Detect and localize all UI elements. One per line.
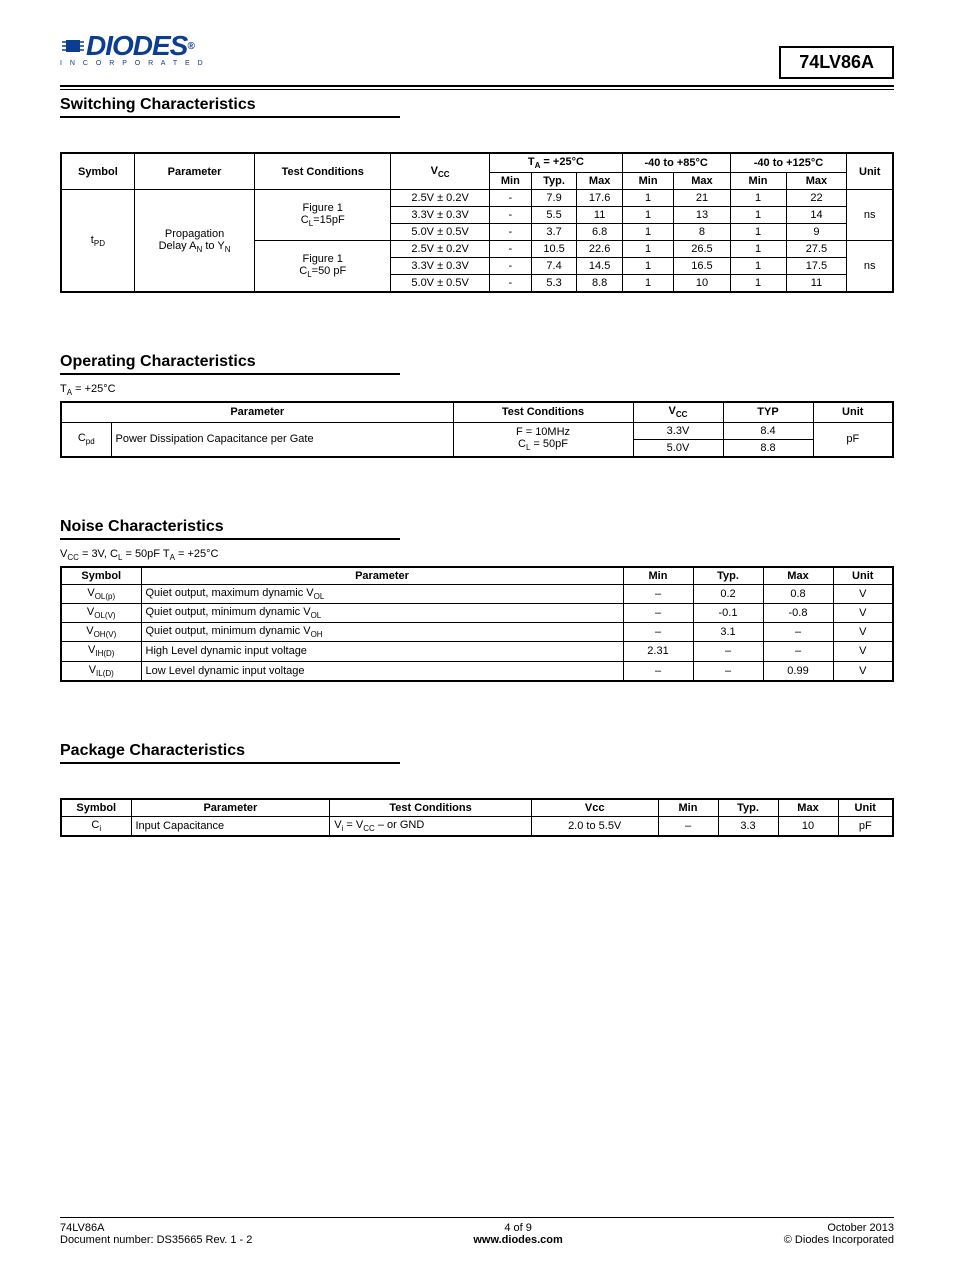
- noise-row: VOH(V) Quiet output, minimum dynamic VOH…: [61, 623, 893, 642]
- th-max: Max: [778, 799, 838, 817]
- noise-row: VOL(p) Quiet output, maximum dynamic VOL…: [61, 584, 893, 603]
- noise-row: VIH(D) High Level dynamic input voltage …: [61, 642, 893, 661]
- switching-table: Symbol Parameter Test Conditions VCC TA …: [60, 152, 894, 293]
- cell-symbol: Cpd: [61, 422, 111, 457]
- noise-title: Noise Characteristics: [60, 518, 894, 536]
- cell-unit: pF: [813, 422, 893, 457]
- th-vcc: VCC: [391, 153, 490, 190]
- noise-row: VIL(D) Low Level dynamic input voltage –…: [61, 661, 893, 681]
- th-max2: Max: [674, 173, 730, 190]
- th-symbol: Symbol: [61, 567, 141, 585]
- th-parameter: Parameter: [61, 402, 453, 422]
- footer-copy: © Diodes Incorporated: [784, 1234, 894, 1246]
- cell-unit: ns: [847, 241, 893, 293]
- th-vcc: VCC: [633, 402, 723, 422]
- footer-page: 4 of 9: [473, 1222, 562, 1234]
- cell-cond2: Figure 1 CL=50 pF: [255, 241, 391, 293]
- noise-table: Symbol Parameter Min Typ. Max Unit VOL(p…: [60, 566, 894, 682]
- footer-url: www.diodes.com: [473, 1234, 562, 1246]
- th-unit: Unit: [838, 799, 893, 817]
- noise-row: VOL(V) Quiet output, minimum dynamic VOL…: [61, 603, 893, 622]
- operating-title: Operating Characteristics: [60, 353, 894, 371]
- operating-subnote: TA = +25°C: [60, 383, 894, 397]
- th-min: Min: [490, 173, 532, 190]
- th-max: Max: [577, 173, 622, 190]
- package-row: Ci Input Capacitance Vi = VCC – or GND 2…: [61, 816, 893, 836]
- cell-cond: F = 10MHz CL = 50pF: [453, 422, 633, 457]
- th-max: Max: [763, 567, 833, 585]
- th-symbol: Symbol: [61, 153, 134, 190]
- page-header: DIODES® I N C O R P O R A T E D 74LV86A: [60, 30, 894, 79]
- th-test-cond: Test Conditions: [330, 799, 532, 817]
- operating-table: Parameter Test Conditions VCC TYP Unit C…: [60, 401, 894, 457]
- noise-underline: [60, 538, 400, 540]
- th-min3: Min: [730, 173, 786, 190]
- cell-parameter: Propagation Delay AN to YN: [134, 190, 254, 293]
- operating-underline: [60, 373, 400, 375]
- operating-row: Cpd Power Dissipation Capacitance per Ga…: [61, 422, 893, 439]
- cell-param: Power Dissipation Capacitance per Gate: [111, 422, 453, 457]
- logo-subtext: I N C O R P O R A T E D: [60, 60, 206, 67]
- cell-unit: ns: [847, 190, 893, 241]
- footer-date: October 2013: [784, 1222, 894, 1234]
- package-title: Package Characteristics: [60, 742, 894, 760]
- th-t125: -40 to +125°C: [730, 153, 847, 173]
- th-typ: Typ.: [693, 567, 763, 585]
- cell-symbol: tPD: [61, 190, 134, 293]
- logo-text: DIODES®: [60, 30, 206, 62]
- th-typ: TYP: [723, 402, 813, 422]
- th-vcc: Vcc: [531, 799, 658, 817]
- footer-right: October 2013 © Diodes Incorporated: [784, 1222, 894, 1246]
- th-test-cond: Test Conditions: [453, 402, 633, 422]
- logo: DIODES® I N C O R P O R A T E D: [60, 30, 206, 67]
- part-number: 74LV86A: [779, 46, 894, 79]
- th-typ: Typ.: [718, 799, 778, 817]
- package-underline: [60, 762, 400, 764]
- th-min: Min: [623, 567, 693, 585]
- chip-icon: [60, 34, 86, 58]
- th-ta25: TA = +25°C: [490, 153, 623, 173]
- switching-underline: [60, 116, 400, 118]
- th-test-cond: Test Conditions: [255, 153, 391, 190]
- th-unit: Unit: [847, 153, 893, 190]
- th-parameter: Parameter: [134, 153, 254, 190]
- footer-center: 4 of 9 www.diodes.com: [473, 1222, 562, 1246]
- th-symbol: Symbol: [61, 799, 131, 817]
- header-rule-thick: [60, 85, 894, 87]
- cell-cond1: Figure 1 CL=15pF: [255, 190, 391, 241]
- package-table: Symbol Parameter Test Conditions Vcc Min…: [60, 798, 894, 837]
- th-parameter: Parameter: [131, 799, 330, 817]
- th-unit: Unit: [833, 567, 893, 585]
- th-t85: -40 to +85°C: [622, 153, 730, 173]
- switching-title: Switching Characteristics: [60, 96, 894, 114]
- footer-doc: Document number: DS35665 Rev. 1 - 2: [60, 1234, 252, 1246]
- footer-left: 74LV86A Document number: DS35665 Rev. 1 …: [60, 1222, 252, 1246]
- th-typ: Typ.: [531, 173, 577, 190]
- th-min: Min: [658, 799, 718, 817]
- cell-vcc: 2.5V ± 0.2V: [391, 190, 490, 207]
- switching-row: tPD Propagation Delay AN to YN Figure 1 …: [61, 190, 893, 207]
- header-rule-thin: [60, 89, 894, 90]
- footer-part: 74LV86A: [60, 1222, 252, 1234]
- th-max3: Max: [786, 173, 847, 190]
- th-parameter: Parameter: [141, 567, 623, 585]
- noise-subnote: VCC = 3V, CL = 50pF TA = +25°C: [60, 548, 894, 562]
- th-min2: Min: [622, 173, 674, 190]
- page-footer: 74LV86A Document number: DS35665 Rev. 1 …: [60, 1217, 894, 1246]
- th-unit: Unit: [813, 402, 893, 422]
